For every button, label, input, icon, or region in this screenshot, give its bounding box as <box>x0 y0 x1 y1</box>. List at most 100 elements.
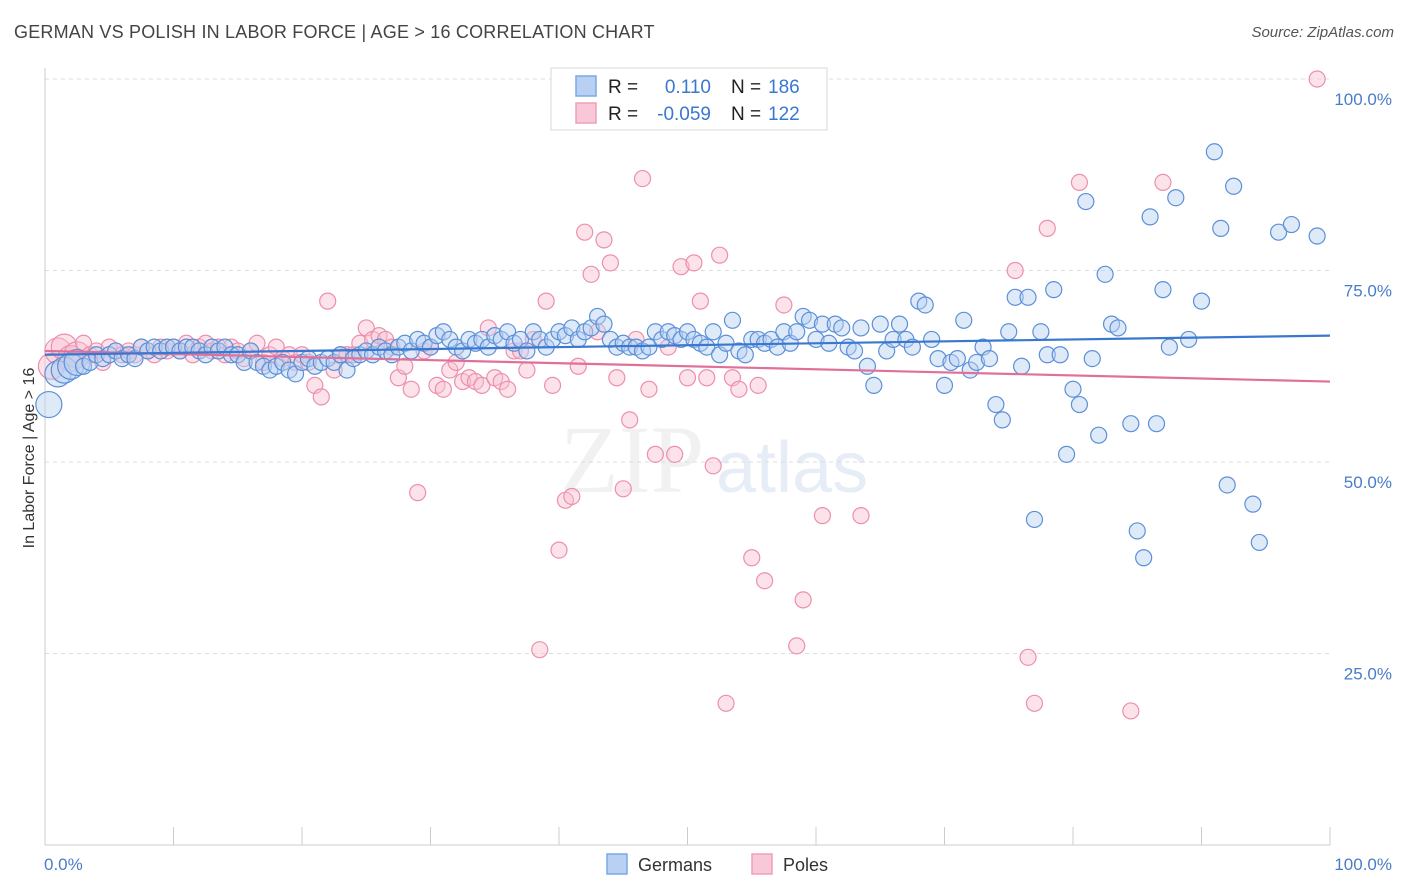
polish-point <box>531 641 549 659</box>
german-point <box>1064 380 1082 398</box>
polish-point <box>749 376 767 394</box>
german-point <box>518 342 536 360</box>
polish-point <box>1308 70 1326 88</box>
german-point <box>858 357 877 375</box>
german-point <box>1032 323 1050 341</box>
german-point <box>1083 349 1101 368</box>
german-point <box>1160 338 1178 356</box>
polish-point <box>633 169 652 188</box>
polish-point <box>537 292 555 310</box>
polish-point <box>473 376 491 394</box>
legend-r-label-germans: R = <box>608 77 638 98</box>
polish-point <box>621 411 639 429</box>
polish-point <box>852 507 870 525</box>
legend-r-value-poles: -0.059 <box>657 104 711 125</box>
german-point <box>1212 219 1230 237</box>
legend-swatch-germans <box>575 75 597 97</box>
german-point <box>1122 415 1140 433</box>
legend-n-value-poles: 122 <box>768 104 800 125</box>
series-legend: Germans Poles <box>606 853 828 875</box>
source-label: Source: ZipAtlas.com <box>1251 24 1394 41</box>
axes <box>44 68 1331 846</box>
series-legend-label-germans: Germans <box>638 855 712 875</box>
german-point <box>1096 265 1114 283</box>
polish-point <box>550 541 568 559</box>
german-point <box>1250 533 1268 552</box>
german-point <box>993 411 1011 429</box>
german-point <box>1006 288 1024 306</box>
legend-r-label-poles: R = <box>608 104 638 125</box>
polish-point <box>569 357 587 375</box>
polish-point <box>595 231 613 249</box>
german-point <box>1135 549 1153 567</box>
german-point <box>852 319 870 337</box>
polish-point <box>666 445 684 463</box>
german-point <box>884 330 902 349</box>
polish-point <box>396 357 414 375</box>
polish-point <box>319 292 337 310</box>
german-point <box>1045 281 1063 299</box>
polish-point <box>312 388 330 406</box>
polish-point <box>813 507 832 525</box>
german-point <box>813 315 832 333</box>
german-point <box>948 349 966 368</box>
german-point <box>1225 177 1243 195</box>
german-point <box>698 338 716 356</box>
polish-point <box>576 223 594 241</box>
polish-point <box>434 380 452 398</box>
german-point <box>903 338 921 356</box>
polish-point <box>518 361 536 379</box>
german-point <box>1025 510 1044 529</box>
german-point <box>1192 292 1211 310</box>
watermark-atlas: atlas <box>716 428 868 508</box>
german-point <box>916 296 934 314</box>
german-point <box>640 338 658 356</box>
german-point <box>1141 208 1159 226</box>
german-point <box>1308 227 1326 245</box>
german-point <box>1077 192 1095 211</box>
german-point <box>1147 415 1166 433</box>
polish-point <box>678 369 697 387</box>
polish-point <box>711 246 729 264</box>
german-point <box>987 395 1005 414</box>
polish-point <box>1038 219 1056 237</box>
y-axis-label: In Labor Force | Age > 16 <box>21 368 38 549</box>
polish-point <box>646 445 664 463</box>
german-point <box>1282 215 1301 234</box>
polish-point <box>794 591 812 609</box>
polish-point <box>691 292 709 310</box>
polish-point <box>608 369 626 387</box>
german-point <box>1090 426 1108 444</box>
german-point <box>1070 395 1089 414</box>
german-point <box>788 323 806 341</box>
y-tick-label-100: 100.0% <box>1334 90 1392 109</box>
german-point <box>1128 522 1146 540</box>
german-point <box>1109 319 1127 337</box>
polish-point <box>402 380 420 398</box>
polish-point <box>755 572 774 590</box>
legend-n-label-germans: N = <box>731 77 761 98</box>
polish-point <box>640 380 658 398</box>
polish-point <box>788 637 806 655</box>
polish-trend-line <box>44 349 1331 383</box>
polish-point <box>1019 648 1037 666</box>
german-point <box>935 376 954 394</box>
german-point <box>1218 476 1236 494</box>
polish-point <box>743 549 761 567</box>
german-point <box>968 353 986 372</box>
polish-point <box>543 376 562 394</box>
german-point <box>845 342 864 360</box>
polish-point <box>1025 694 1044 712</box>
polish-point <box>704 457 722 475</box>
german-point <box>717 334 735 352</box>
series-legend-swatch-poles <box>751 853 773 875</box>
polish-point <box>685 254 703 272</box>
german-point <box>1154 281 1172 299</box>
trend-lines <box>44 334 1331 383</box>
german-point <box>158 338 176 356</box>
y-tick-labels: 25.0% 50.0% 75.0% 100.0% <box>1334 90 1392 684</box>
german-point <box>923 330 941 349</box>
y-tick-label-25: 25.0% <box>1344 665 1392 684</box>
german-point <box>929 349 947 368</box>
